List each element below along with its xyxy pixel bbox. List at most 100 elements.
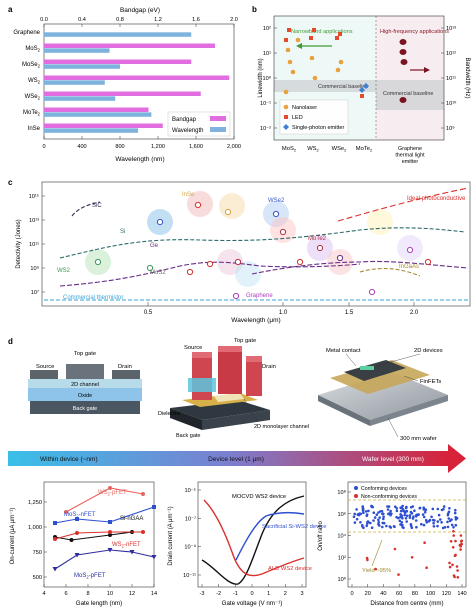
plot3-conforming-point <box>408 516 412 519</box>
panel-a-legend-wavelength-swatch <box>210 127 226 132</box>
panel-c-device-mark <box>368 288 376 296</box>
plot2-ticks: -3 -2 -1 0 1 2 3 10⁻⁵ 10⁻⁷ 10⁻⁹ 10⁻¹¹ <box>183 487 303 597</box>
wafer-2d-devices <box>360 366 374 370</box>
panel-c-device-mark <box>206 260 214 268</box>
source-label: Source <box>36 364 54 370</box>
panel-b-legend-box <box>279 99 349 135</box>
panel-c-device-mark <box>232 292 240 300</box>
panel-a-category-label: MoTe2 <box>23 110 41 117</box>
panel-c-label-ge: Ge <box>150 243 159 249</box>
plot3-conforming-point <box>387 505 391 508</box>
plot3-conforming-point <box>436 520 440 523</box>
panel-a-wavelength-bar <box>44 96 116 101</box>
plot3-nonconforming-point <box>452 530 455 533</box>
oxide-label: Oxide <box>78 393 92 399</box>
panel-c-device-marks <box>94 201 432 300</box>
dielectric-label: Dielectric <box>158 411 181 417</box>
panel-b-letter: b <box>252 5 257 14</box>
plot3-nonconforming-point <box>454 539 457 543</box>
plot1-y-tick-label: 1,000 <box>28 525 42 531</box>
plot-on-off-ratio: 0 20 40 60 80 100 120 140 10⁸ 10⁶ 10⁴ 10² 10⁰ On/off… <box>318 481 467 607</box>
panel-c-device-mark <box>94 258 102 266</box>
plot3-nonconforming-point <box>459 543 462 547</box>
wafer-edge-right <box>370 395 448 426</box>
plot3-conforming-point <box>381 525 384 529</box>
back-gate-label: Back gate <box>73 406 97 412</box>
monolayer-leader <box>243 398 259 423</box>
plot3-nonconforming-point <box>451 563 454 567</box>
plot3-legend-conforming: Conforming devices <box>361 486 407 492</box>
plot3-xlabel: Distance from centre (mm) <box>370 600 443 607</box>
top-gate-block <box>66 364 104 379</box>
plot3-y-tick-label: 10⁴ <box>337 533 346 540</box>
plot1-series-label: MoS2-pFET <box>74 573 106 580</box>
plot3-nonconforming-point <box>448 565 452 569</box>
plot3-x-tick-label: 40 <box>380 591 386 597</box>
base-slab-side <box>170 408 202 430</box>
plot3-conforming-point <box>385 524 388 528</box>
monolayer-label: 2D monolayer channel <box>254 424 309 430</box>
source-block <box>30 370 58 379</box>
plot3-conforming-point <box>365 524 369 528</box>
wafer-chip-core <box>344 360 406 381</box>
scale-right-label: Wafer level (300 mm) <box>362 456 424 463</box>
panel-a-category-labels: Graphene MoS2 MoSe2 WS2 WSe2 MoTe2 InSe <box>13 30 40 132</box>
plot1-point <box>53 537 57 541</box>
panel-c-y-tick-label: 10⁷ <box>31 289 39 296</box>
plot3-conforming-point <box>401 516 404 520</box>
panel-b-right-ticks: 10¹³ 10¹² 10¹¹ 10¹⁰ 10⁹ <box>441 26 457 132</box>
plot3-conforming-point <box>377 523 380 526</box>
wafer-edge-left <box>318 395 370 426</box>
plot1-point <box>74 553 80 558</box>
panel-c-y-tick-label: 10¹¹ <box>29 242 39 248</box>
panel-b-led-point <box>309 36 313 40</box>
panel-b-commercial-band <box>274 80 376 92</box>
panel-c-material-glow <box>219 193 245 219</box>
panel-c-device-mark <box>186 268 194 276</box>
panel-b-led-point <box>338 32 342 36</box>
plot3-conforming-point <box>446 525 450 529</box>
metal-contact-leader <box>345 353 357 367</box>
plot1-point <box>151 555 157 560</box>
plot3-conforming-point <box>403 511 407 515</box>
device-3d-transistor: Source Top gate Drain Dielectric Back ga… <box>158 338 309 439</box>
plot1-point <box>107 548 113 553</box>
plot1-point <box>64 510 68 514</box>
plot3-conforming-point <box>447 517 451 520</box>
plot3-conforming-point <box>454 508 457 512</box>
plot3-conforming-point <box>361 507 365 511</box>
plot3-conforming-point <box>432 525 436 528</box>
plot3-conforming-point <box>442 505 446 508</box>
wafer-chip-field <box>330 360 430 394</box>
panel-b-nanolaser-point <box>338 59 344 65</box>
panel-a-category-label: Graphene <box>13 30 40 36</box>
plot3-conforming-point <box>414 519 418 522</box>
panel-b-ylabel-left: Linewidth (nm) <box>258 58 264 97</box>
drain2-label: Drain <box>262 364 276 370</box>
panel-a-bottom-ticks: 0 400 800 1,200 1,600 2,000 <box>42 136 241 150</box>
plot3-conforming-point <box>428 518 432 522</box>
panel-c-x-tick-label: 2.0 <box>410 310 419 316</box>
panel-c-limit-curve <box>59 261 361 287</box>
panel-c-label-graphene: Graphene <box>246 293 273 299</box>
plot1-x-tick-label: 14 <box>151 591 157 597</box>
plot3-x-tick-label: 120 <box>442 591 451 597</box>
plot3-legend-nonconforming-marker <box>354 494 358 498</box>
wafer-leader <box>387 417 399 438</box>
plot1-xlabel: Gate length (nm) <box>76 600 122 607</box>
panel-b-x-label: MoS2 <box>282 146 297 153</box>
plot3-conforming-point <box>450 523 454 527</box>
plot2-y-tick-label: 10⁻¹¹ <box>183 573 196 579</box>
panel-b-baseline-label: Commercial baseline <box>318 84 368 90</box>
plot3-x-tick-label: 20 <box>365 591 371 597</box>
top-gate-label: Top gate <box>74 351 96 357</box>
plot3-ylabel: On/off ratio <box>318 521 324 551</box>
panel-b-hf-arrowhead <box>424 67 430 73</box>
scale-mid-label: Device level (1 μm) <box>208 456 264 463</box>
panel-b-legend-led: LED <box>292 115 303 121</box>
panel-b: b Narrowband applications High-frequency… <box>252 5 470 165</box>
panel-c-x-tick-label: 1.5 <box>345 310 354 316</box>
back-gate2-label: Back gate <box>176 433 200 439</box>
panel-a-top-ticks: 0.0 0.4 0.8 1.2 1.6 2.0 <box>40 17 238 27</box>
plot3-ticks: 0 20 40 60 80 100 120 140 10⁸ 10⁶ 10⁴ 10² 10⁰ <box>337 489 466 597</box>
